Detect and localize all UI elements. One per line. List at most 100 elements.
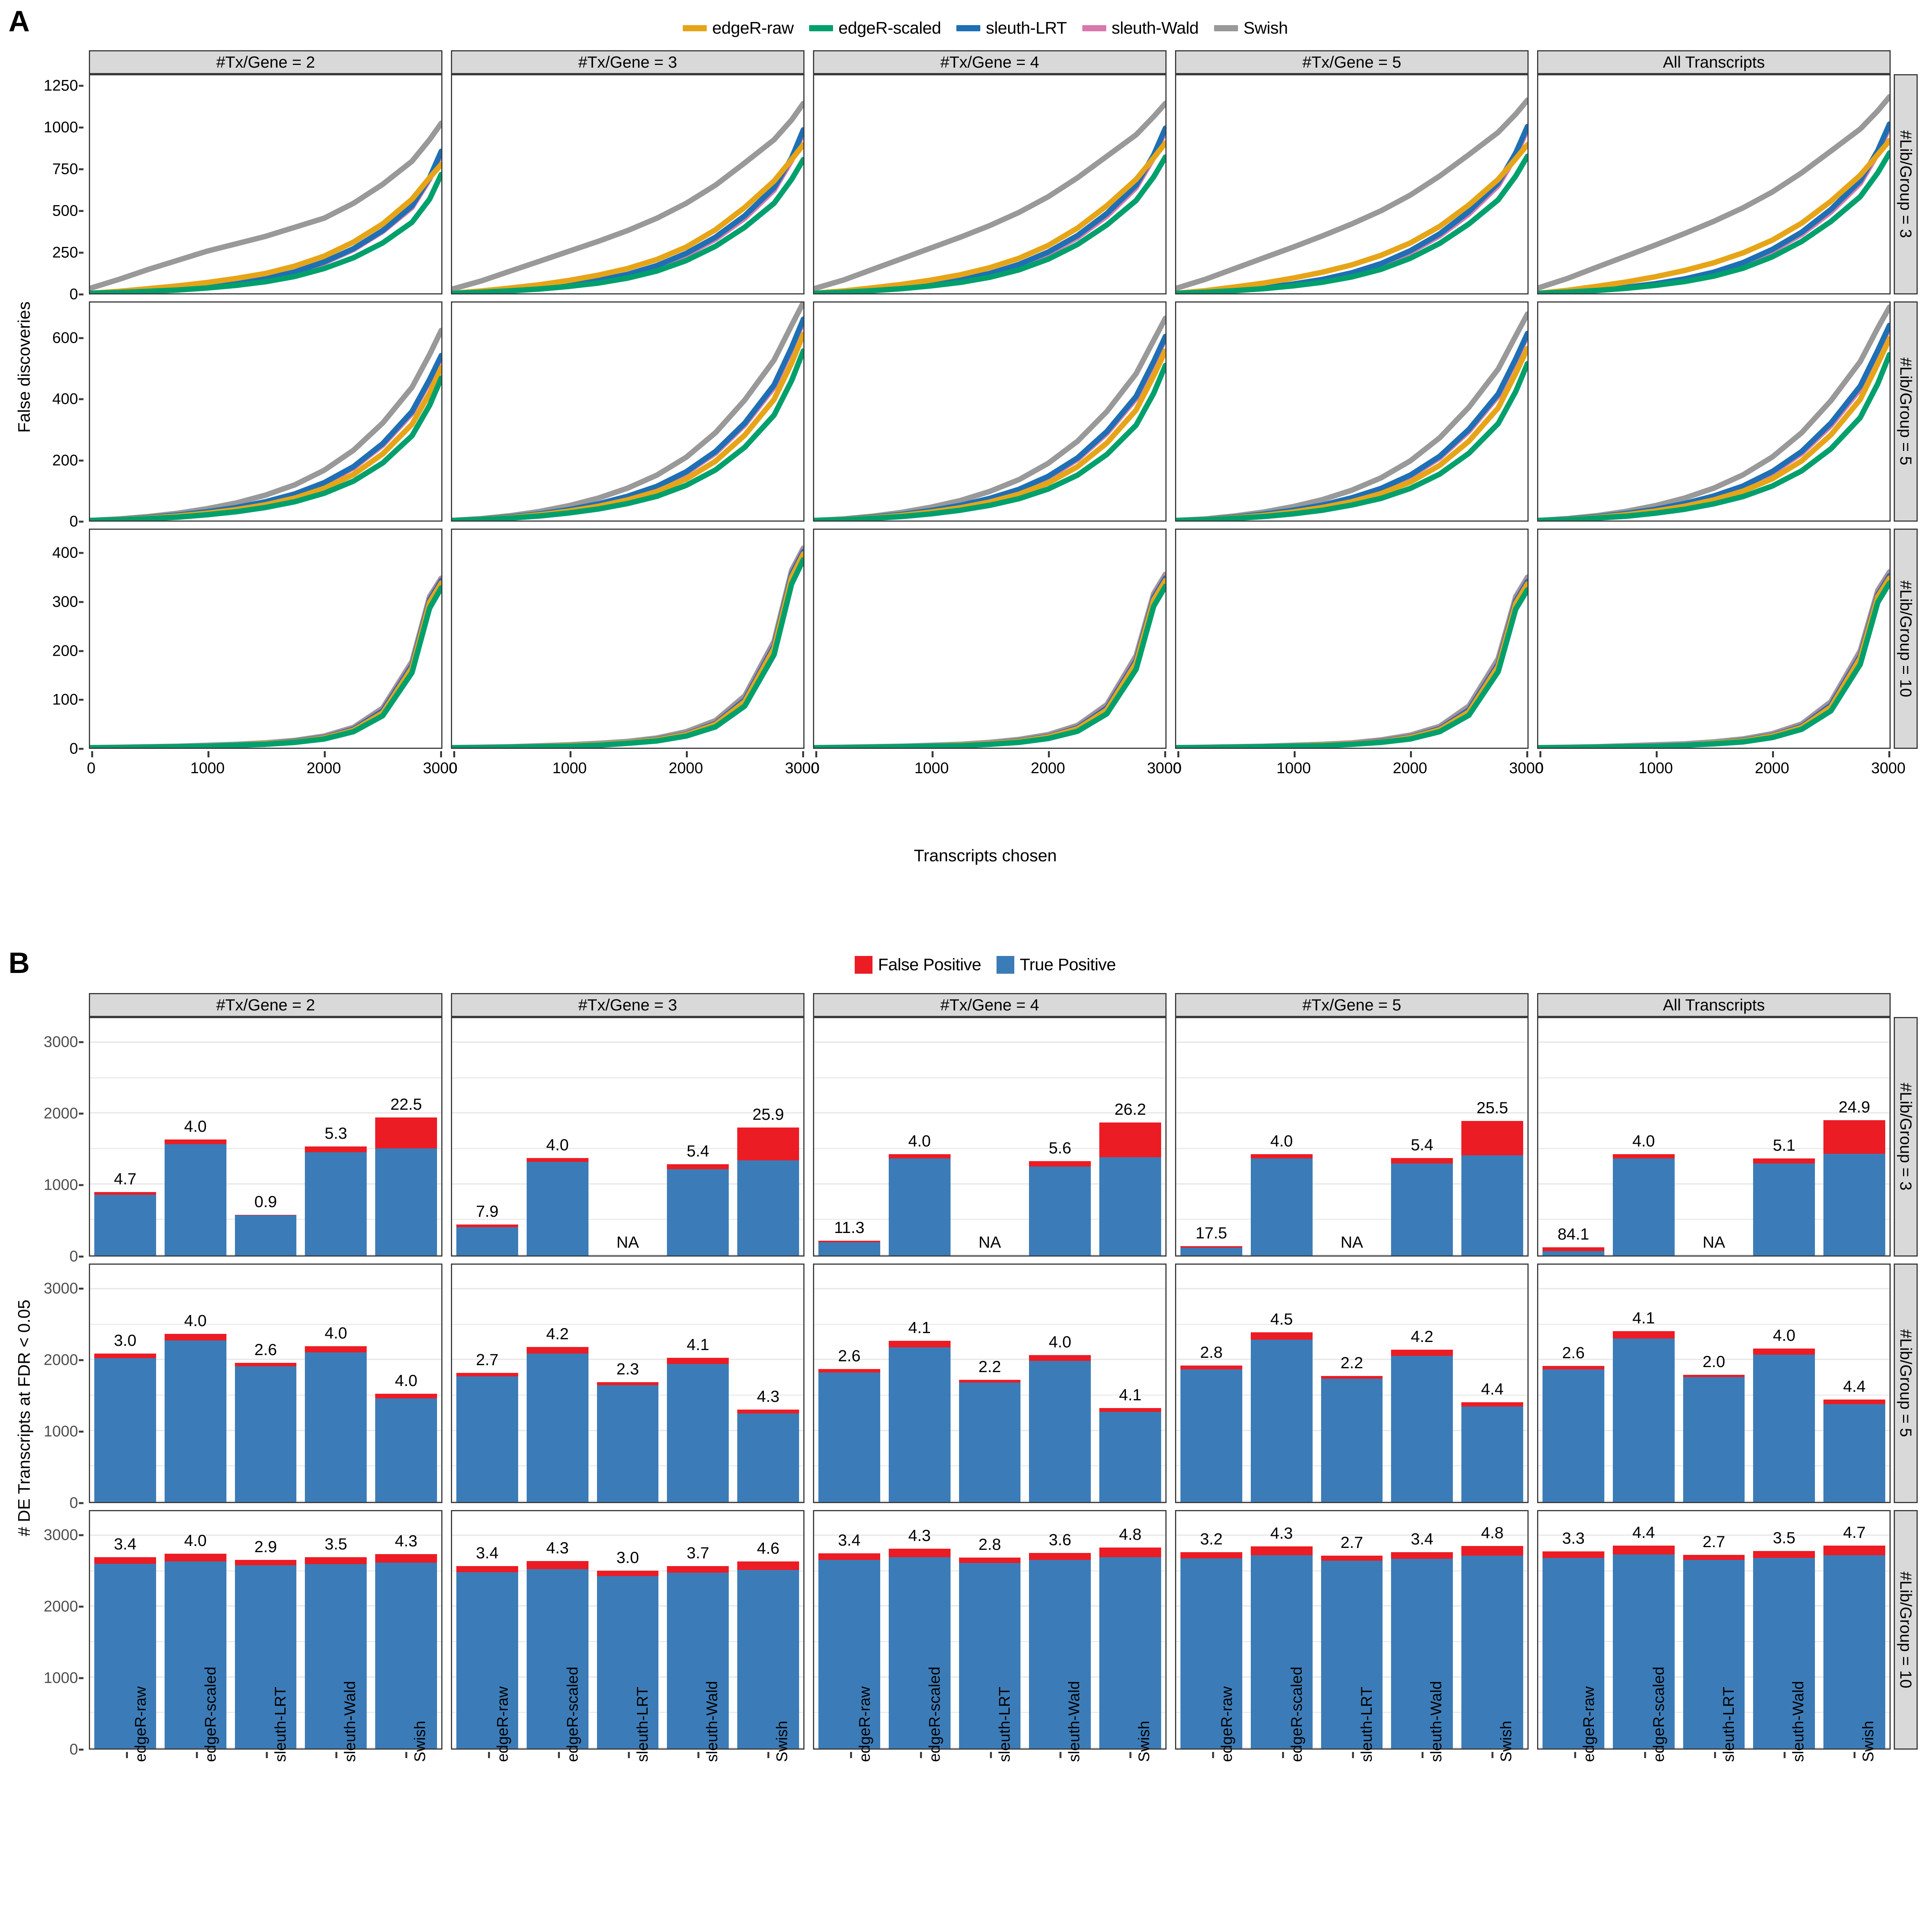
legend-swatch-icon xyxy=(997,956,1015,974)
bar-segment-true-positive xyxy=(1542,1369,1604,1502)
bar-segment-false-positive xyxy=(1823,1400,1886,1405)
facet-cell xyxy=(89,301,442,522)
panel-letter-b: B xyxy=(9,947,30,980)
bar-swish xyxy=(1823,1400,1886,1502)
x-axis-tick-label: edgeR-raw xyxy=(856,1686,874,1762)
x-axis-ticks: edgeR-raw edgeR-scaled sleuth-LRT sleuth-Wa… xyxy=(813,1667,1167,1883)
bar-value-label: NA xyxy=(616,1233,639,1251)
line-series-group xyxy=(1176,97,1527,293)
bar-value-label: 4.1 xyxy=(1632,1309,1655,1327)
x-axis-tick-label: 3000 xyxy=(1871,760,1906,777)
gridline-minor xyxy=(1176,1077,1527,1078)
line-edger-scaled xyxy=(452,156,803,293)
bar-value-label: 2.8 xyxy=(1200,1343,1223,1362)
bar-segment-false-positive xyxy=(1823,1545,1886,1555)
x-axis-tick-mark xyxy=(1539,751,1541,757)
bar-edger-raw xyxy=(1180,1552,1242,1748)
x-axis-tick-mark xyxy=(440,751,442,757)
bar-sleuth-wald xyxy=(305,1346,367,1502)
bar-swish xyxy=(737,1127,799,1255)
bar-edger-raw xyxy=(94,1557,156,1748)
bar-sleuth-wald xyxy=(1029,1161,1091,1255)
gridline-minor xyxy=(1538,1323,1889,1325)
bar-segment-true-positive xyxy=(305,1352,367,1502)
bar-segment-false-positive xyxy=(526,1158,588,1162)
y-axis-tick-mark xyxy=(79,1255,83,1258)
bar-segment-true-positive xyxy=(737,1413,799,1502)
bar-segment-true-positive xyxy=(305,1564,367,1748)
bar-sleuth-lrt xyxy=(959,1380,1021,1502)
bar-sleuth-wald xyxy=(1391,1158,1453,1255)
facet-cell: 2.6 4.1 2.2 4.0 4.1 xyxy=(813,1264,1167,1503)
bar-segment-true-positive xyxy=(1683,1377,1745,1502)
facet-column-strip: #Tx/Gene = 4 xyxy=(813,993,1167,1017)
facet-cell: 2.6 4.1 2.0 4.0 4.4 xyxy=(1537,1264,1891,1503)
y-axis-tick-label: 400 xyxy=(52,544,78,561)
bar-segment-true-positive xyxy=(1029,1166,1091,1255)
bar-segment-false-positive xyxy=(818,1553,880,1560)
y-axis-tick-mark xyxy=(79,748,83,750)
line-swish xyxy=(1176,574,1527,748)
facet-column-strip: #Tx/Gene = 5 xyxy=(1175,993,1529,1017)
gridline xyxy=(1538,1041,1889,1043)
bar-segment-true-positive xyxy=(456,1376,518,1502)
bar-segment-true-positive xyxy=(94,1358,156,1502)
y-axis-tick-mark xyxy=(79,1041,83,1043)
x-axis-tick-label: edgeR-scaled xyxy=(1650,1667,1667,1762)
legend-swatch-icon xyxy=(683,25,707,31)
gridline xyxy=(90,1183,441,1185)
y-axis-tick-mark xyxy=(79,459,83,462)
bar-segment-false-positive xyxy=(305,1146,367,1153)
bar-value-label: 5.6 xyxy=(1049,1139,1071,1157)
y-axis-tick-label: 0 xyxy=(69,740,78,757)
bar-value-label: 4.1 xyxy=(687,1335,709,1354)
line-edger-raw xyxy=(1176,346,1527,520)
bar-value-label: 4.7 xyxy=(1843,1523,1866,1541)
x-axis-tick-mark xyxy=(558,1752,560,1758)
x-axis-tick-mark xyxy=(628,1752,630,1758)
x-axis-tick-mark xyxy=(1772,751,1774,757)
bar-segment-true-positive xyxy=(1180,1558,1242,1748)
y-axis-tick-mark xyxy=(79,168,83,170)
x-axis-tick-mark xyxy=(126,1752,128,1758)
bar-segment-true-positive xyxy=(1321,1561,1383,1748)
x-axis-tick-mark xyxy=(1352,1752,1354,1758)
bar-sleuth-wald xyxy=(1029,1553,1091,1748)
bar-value-label: 4.0 xyxy=(908,1132,931,1150)
gridline-minor xyxy=(1176,1219,1527,1220)
facet-row-strip-label: #Lib/Group = 3 xyxy=(1897,1083,1915,1191)
bar-value-label: 2.2 xyxy=(1340,1353,1363,1372)
y-axis-tick-mark xyxy=(79,293,83,296)
x-axis-tick-label: 2000 xyxy=(1393,760,1427,777)
bar-value-label: 4.3 xyxy=(546,1539,569,1557)
bar-segment-false-positive xyxy=(375,1394,437,1398)
x-axis-tick-mark xyxy=(1410,751,1412,757)
line-series-group xyxy=(452,545,803,748)
bar-segment-true-positive xyxy=(375,1562,437,1748)
x-axis-tick-label: edgeR-raw xyxy=(1218,1686,1236,1762)
x-axis-tick-mark xyxy=(1177,751,1179,757)
bar-segment-true-positive xyxy=(1753,1354,1815,1502)
facet-row-strip-label: #Lib/Group = 5 xyxy=(1897,1329,1915,1437)
line-sleuth-wald xyxy=(452,547,803,748)
gridline xyxy=(1538,1254,1889,1255)
bar-edger-raw xyxy=(1180,1366,1242,1502)
gridline xyxy=(1176,1041,1527,1043)
bar-segment-true-positive xyxy=(375,1148,437,1255)
bar-segment-false-positive xyxy=(1542,1551,1604,1558)
bar-edger-scaled xyxy=(888,1548,951,1748)
line-edger-scaled xyxy=(1176,361,1527,520)
facet-cell: 3.4 4.0 2.9 3.5 4.3 xyxy=(89,1510,442,1750)
bar-segment-true-positive xyxy=(1099,1412,1162,1502)
bar-segment-true-positive xyxy=(235,1215,297,1255)
facet-column-strip: #Tx/Gene = 4 xyxy=(813,50,1167,74)
y-axis-tick-label: 1000 xyxy=(44,1423,78,1440)
facet-cell xyxy=(1175,301,1529,522)
bar-segment-true-positive xyxy=(888,1158,951,1255)
line-swish xyxy=(90,575,441,748)
panel-a-x-axis-title: Transcripts chosen xyxy=(913,846,1057,865)
bar-segment-true-positive xyxy=(1612,1338,1675,1502)
legend-swatch-icon xyxy=(956,25,981,31)
bar-value-label: 3.5 xyxy=(325,1535,347,1553)
x-axis-tick-label: edgeR-scaled xyxy=(564,1667,581,1762)
